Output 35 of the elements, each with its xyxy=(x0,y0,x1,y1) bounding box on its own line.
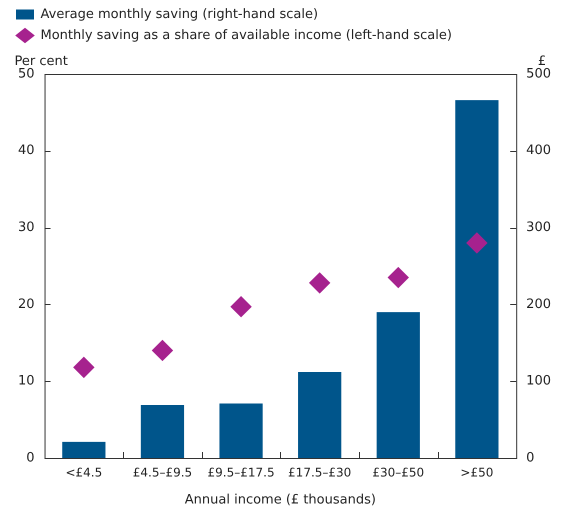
legend-label: Average monthly saving (right-hand scale) xyxy=(40,6,318,22)
y2-tick-label: 100 xyxy=(526,374,552,389)
bar xyxy=(219,403,263,458)
point xyxy=(152,340,173,361)
point xyxy=(309,272,330,294)
x-tick-label: £17.5–£30 xyxy=(288,465,352,480)
y2-tick-label: 200 xyxy=(526,296,552,312)
point xyxy=(73,356,94,378)
legend-label: Monthly saving as a share of available income (left-hand scale) xyxy=(40,28,452,43)
x-tick-label: £9.5–£17.5 xyxy=(208,465,275,480)
y2-tick-label: 500 xyxy=(526,66,552,82)
y-tick-label: 30 xyxy=(18,220,35,235)
y-tick-label: 50 xyxy=(18,66,35,82)
y2-axis-title: £ xyxy=(538,54,546,69)
y-tick-label: 10 xyxy=(18,374,35,389)
bar xyxy=(298,372,342,458)
point xyxy=(230,296,252,318)
y-axis-title: Per cent xyxy=(14,54,68,69)
y-tick-label: 0 xyxy=(26,450,35,466)
x-tick-label: £4.5–£9.5 xyxy=(132,465,192,480)
point xyxy=(466,232,488,254)
bar xyxy=(140,405,184,458)
y-tick-label: 20 xyxy=(18,296,35,312)
x-tick-label: >£50 xyxy=(460,465,494,480)
bar xyxy=(455,100,498,458)
point xyxy=(388,267,409,288)
x-tick-label: £30–£50 xyxy=(372,465,424,480)
y-tick-label: 40 xyxy=(18,143,35,158)
y2-tick-label: 400 xyxy=(526,143,552,158)
y2-tick-label: 300 xyxy=(526,220,552,235)
x-tick-label: <£4.5 xyxy=(65,465,102,480)
x-axis-title: Annual income (£ thousands) xyxy=(184,492,376,508)
bar xyxy=(376,312,420,458)
bar xyxy=(62,442,106,458)
y2-tick-label: 0 xyxy=(526,450,534,466)
